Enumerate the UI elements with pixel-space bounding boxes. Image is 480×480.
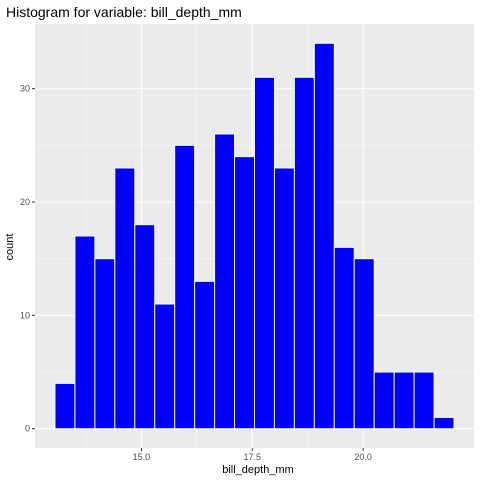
histogram-bar (114, 167, 136, 430)
histogram-bar (393, 371, 415, 430)
y-tick-label: 30 (20, 84, 30, 94)
x-axis: 15.0 17.5 20.0 (133, 448, 372, 462)
histogram-bar (94, 258, 116, 430)
y-tick-label: 20 (20, 197, 30, 207)
histogram-bars (54, 42, 455, 430)
histogram-bar (74, 235, 96, 430)
histogram-bar (333, 246, 355, 430)
histogram-bar (214, 133, 236, 430)
histogram-bar (234, 156, 256, 430)
y-axis-title: count (4, 234, 16, 261)
histogram-bar (194, 280, 216, 430)
histogram-bar (54, 382, 76, 430)
y-tick-label: 10 (20, 310, 30, 320)
histogram-bar (273, 167, 295, 430)
x-tick-label: 15.0 (133, 452, 151, 462)
histogram-bar (134, 224, 156, 430)
x-tick-label: 20.0 (354, 452, 372, 462)
histogram-bar (174, 144, 196, 430)
histogram-bar (373, 371, 395, 430)
histogram-bar (353, 258, 375, 430)
histogram-bar (433, 416, 455, 430)
y-tick-label: 0 (25, 424, 30, 434)
histogram-bar (293, 76, 315, 430)
histogram-bar (254, 76, 275, 430)
histogram-bar (154, 303, 176, 430)
y-axis: 0 10 20 30 (20, 84, 35, 434)
x-axis-title: bill_depth_mm (222, 464, 294, 476)
chart-title: Histogram for variable: bill_depth_mm (6, 4, 242, 20)
histogram-bar (413, 371, 435, 430)
x-tick-label: 17.5 (244, 452, 262, 462)
histogram-bar (313, 42, 335, 430)
